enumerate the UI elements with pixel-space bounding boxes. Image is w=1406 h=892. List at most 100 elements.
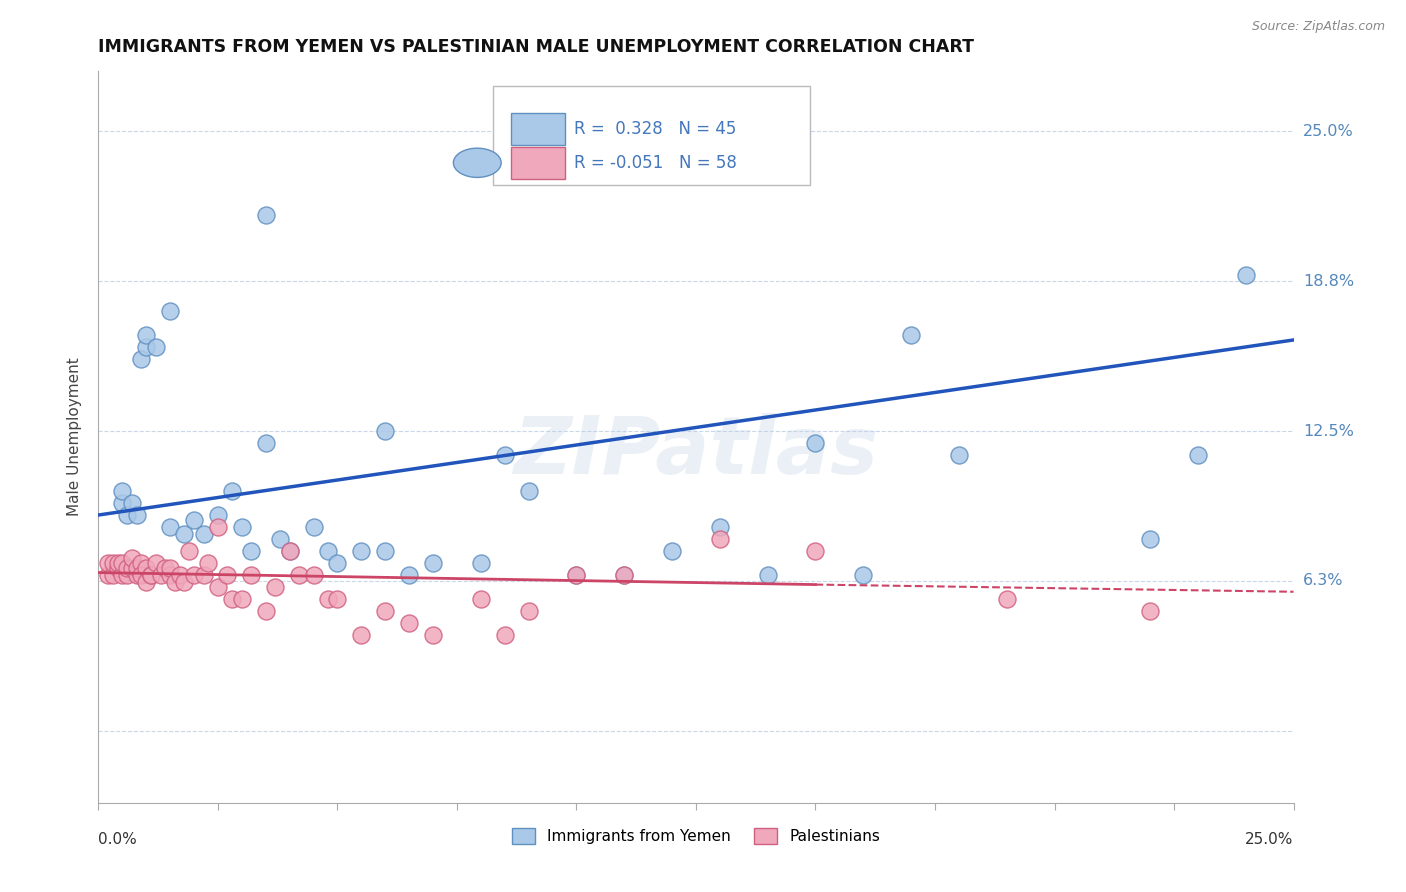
Point [155,561,177,575]
Point [221,483,243,498]
Point [565,568,588,582]
Point [302,568,325,582]
Point [173,575,195,590]
Point [240,568,263,582]
Point [565,568,588,582]
Point [179,544,201,558]
Y-axis label: Male Unemployment: Male Unemployment [67,358,83,516]
Point [183,568,205,582]
Point [159,568,181,582]
Text: 0.0%: 0.0% [98,832,138,847]
Point [115,568,138,582]
FancyBboxPatch shape [494,86,810,185]
Point [221,591,243,606]
Point [125,508,148,522]
Text: 12.5%: 12.5% [1303,424,1354,439]
Point [115,508,138,522]
Point [374,544,396,558]
Point [350,628,373,642]
Point [264,580,287,594]
Point [135,561,157,575]
Point [709,520,731,534]
Point [169,568,191,582]
Point [1139,604,1161,618]
Point [111,556,134,570]
Text: 18.8%: 18.8% [1303,274,1354,289]
Point [97,568,120,582]
Point [517,604,540,618]
Point [139,568,162,582]
Point [149,568,172,582]
Point [948,448,970,462]
Point [470,556,492,570]
Point [995,591,1018,606]
Point [197,556,219,570]
Point [613,568,636,582]
Point [398,568,420,582]
Point [107,561,129,575]
Point [470,591,492,606]
Text: 6.3%: 6.3% [1303,574,1344,589]
Point [121,496,143,510]
Point [107,556,129,570]
Point [316,544,339,558]
Point [756,568,779,582]
Point [125,568,148,582]
Point [231,591,253,606]
Point [269,532,291,546]
Point [131,556,153,570]
Point [709,532,731,546]
Point [398,615,420,630]
Point [135,340,157,354]
Circle shape [453,148,501,178]
Point [145,556,167,570]
Text: 25.0%: 25.0% [1303,124,1354,139]
Point [231,520,253,534]
Point [1187,448,1209,462]
Point [193,568,215,582]
Legend: Immigrants from Yemen, Palestinians: Immigrants from Yemen, Palestinians [506,822,886,850]
Point [852,568,875,582]
Point [288,568,311,582]
Point [111,496,134,510]
Point [111,483,134,498]
Point [115,561,138,575]
Point [101,556,124,570]
Point [159,561,181,575]
Point [613,568,636,582]
Point [145,340,167,354]
Point [121,551,143,566]
Point [217,568,239,582]
Bar [510,146,565,179]
Point [350,544,373,558]
Text: ZIPatlas: ZIPatlas [513,413,879,491]
Point [1139,532,1161,546]
Point [316,591,339,606]
Point [804,436,827,450]
Text: R =  0.328   N = 45: R = 0.328 N = 45 [574,120,737,138]
Text: R = -0.051   N = 58: R = -0.051 N = 58 [574,153,737,172]
Point [193,527,215,541]
Point [254,604,277,618]
Point [121,561,143,575]
Point [173,527,195,541]
Text: Source: ZipAtlas.com: Source: ZipAtlas.com [1251,20,1385,33]
Point [900,328,922,343]
Point [131,568,153,582]
Point [240,544,263,558]
Point [163,575,186,590]
Point [131,352,153,367]
Point [494,628,516,642]
Point [183,513,205,527]
Point [207,520,229,534]
Text: IMMIGRANTS FROM YEMEN VS PALESTINIAN MALE UNEMPLOYMENT CORRELATION CHART: IMMIGRANTS FROM YEMEN VS PALESTINIAN MAL… [98,38,974,56]
Point [302,520,325,534]
Point [101,568,124,582]
Point [422,556,444,570]
Point [139,568,162,582]
Point [159,520,181,534]
Point [326,556,349,570]
Point [135,575,157,590]
Point [326,591,349,606]
Point [1234,268,1257,283]
